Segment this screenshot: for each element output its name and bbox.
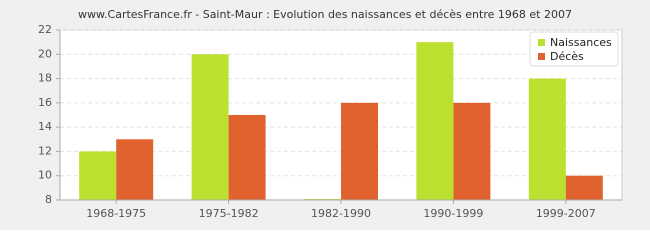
- y-tick-label: 16: [38, 96, 52, 109]
- legend-label: Naissances: [550, 36, 612, 49]
- bar: [79, 151, 117, 200]
- bar: [565, 175, 603, 200]
- y-tick-label: 12: [38, 144, 52, 157]
- x-tick-label: 1975-1982: [199, 207, 259, 220]
- legend-swatch: [538, 53, 545, 60]
- y-tick-label: 14: [38, 120, 52, 133]
- x-tick-label: 1968-1975: [86, 207, 146, 220]
- legend-box: [529, 31, 619, 67]
- x-tick-label: 1990-1999: [423, 207, 483, 220]
- y-tick-label: 18: [38, 72, 52, 85]
- chart: www.CartesFrance.fr - Saint-Maur : Evolu…: [0, 0, 650, 230]
- y-tick-label: 22: [38, 23, 52, 36]
- bar: [191, 54, 229, 201]
- x-tick-label: 1999-2007: [536, 207, 596, 220]
- bar: [228, 115, 266, 200]
- legend-swatch: [538, 39, 545, 46]
- bar: [416, 42, 454, 201]
- y-tick-label: 8: [45, 193, 52, 206]
- bar: [528, 78, 566, 200]
- bar: [116, 139, 154, 200]
- chart-title: www.CartesFrance.fr - Saint-Maur : Evolu…: [78, 8, 572, 21]
- y-tick-label: 20: [38, 47, 52, 60]
- legend-label: Décès: [550, 50, 584, 63]
- bar: [341, 102, 378, 200]
- y-tick-label: 10: [38, 169, 52, 182]
- x-tick-label: 1982-1990: [311, 207, 371, 220]
- bar: [453, 102, 491, 200]
